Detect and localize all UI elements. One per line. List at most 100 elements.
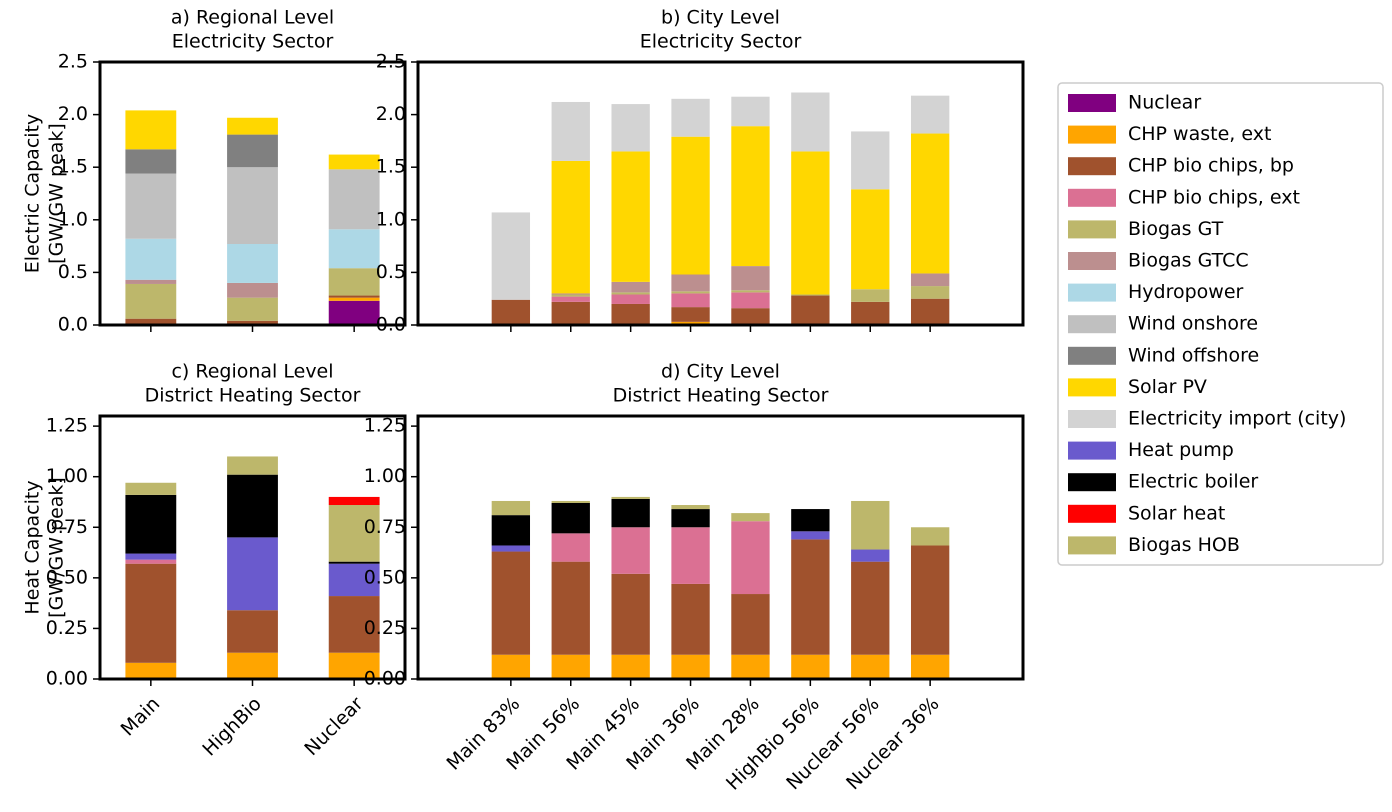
legend-swatch	[1068, 410, 1116, 428]
plot	[125, 110, 380, 325]
bar-segment	[125, 173, 177, 239]
bar-segment	[731, 521, 770, 595]
y-axis-label: Electric Capacity	[22, 114, 44, 273]
bar-segment	[491, 299, 531, 325]
bar-segment	[731, 266, 770, 291]
bar-segment	[910, 286, 950, 299]
bar-segment	[227, 320, 278, 324]
bar-segment	[328, 169, 380, 230]
bar-segment	[791, 151, 830, 295]
y-axis-label: Heat Capacity	[22, 480, 44, 614]
bar-segment	[328, 596, 380, 653]
legend-label: Electric boiler	[1128, 471, 1258, 493]
bar-segment	[328, 229, 380, 269]
y-tick-label: 1.00	[364, 465, 406, 487]
bar-segment	[328, 561, 380, 564]
legend-label: Nuclear	[1128, 92, 1201, 114]
bar-segment	[611, 654, 650, 679]
bar-segment	[671, 98, 710, 137]
bar-segment	[227, 282, 278, 298]
legend-swatch	[1068, 504, 1116, 523]
axes-frame	[98, 60, 407, 327]
chart-title: d) City Level	[661, 361, 780, 383]
legend-swatch	[1068, 536, 1116, 555]
bar-segment	[910, 654, 950, 679]
x-tick-label: HighBio	[198, 693, 266, 761]
bar-segment	[791, 654, 830, 679]
bar-segment	[791, 509, 830, 532]
bar-segment	[227, 134, 278, 168]
y-tick-label: 0.00	[364, 668, 406, 690]
bar-segment	[491, 212, 531, 300]
y-tick-label: 0.75	[364, 516, 406, 538]
bar-segment	[491, 515, 531, 546]
y-axis-label: [GW/GW peak]	[46, 477, 68, 618]
bar-segment	[328, 652, 380, 679]
chart-title: c) Regional Level	[171, 361, 333, 383]
legend-label: Biogas GTCC	[1128, 250, 1249, 272]
bar-segment	[328, 505, 380, 562]
bar-segment	[791, 539, 830, 655]
bar-segment	[671, 527, 710, 584]
bar-segment	[611, 303, 650, 324]
bar-segment	[328, 496, 380, 506]
bar-segment	[227, 474, 278, 538]
bar-segment	[611, 151, 650, 282]
bar-segment	[671, 321, 710, 325]
legend-swatch	[1068, 378, 1116, 397]
y-tick-label: 2.5	[58, 51, 88, 73]
bar-segment	[227, 456, 278, 475]
bar-segment	[851, 301, 890, 324]
legend-label: Electricity import (city)	[1128, 408, 1346, 430]
bar-segment	[125, 279, 177, 284]
axes-frame	[416, 60, 1025, 327]
bar-segment	[671, 136, 710, 275]
bar-segment	[671, 293, 710, 308]
bar-segment	[125, 553, 177, 560]
legend: Nuclear CHP waste, ext CHP bio chips, bp CH…	[1057, 82, 1384, 566]
bar-segment	[328, 295, 380, 298]
bar-segment	[611, 498, 650, 528]
bar-segment	[551, 561, 590, 655]
bar-segment	[227, 652, 278, 679]
chart-title: Electricity Sector	[172, 31, 334, 53]
bar-segment	[731, 308, 770, 324]
plot	[491, 92, 950, 325]
bar-segment	[328, 300, 380, 325]
bar-segment	[611, 294, 650, 304]
legend-label: Solar heat	[1128, 502, 1225, 524]
bar-segment	[611, 527, 650, 574]
y-tick-label: 0.5	[376, 261, 406, 283]
legend-swatch	[1068, 94, 1116, 112]
bar-segment	[125, 149, 177, 174]
bar-segment	[611, 496, 650, 499]
plot	[125, 456, 380, 679]
y-tick-label: 1.5	[58, 156, 88, 178]
legend-swatch	[1068, 283, 1116, 302]
bar-segment	[328, 563, 380, 597]
y-tick-label: 2.0	[58, 103, 88, 125]
bar-segment	[551, 301, 590, 324]
bar-segment	[731, 290, 770, 293]
bar-segment	[227, 297, 278, 321]
y-tick-label: 2.5	[376, 51, 406, 73]
bar-segment	[125, 283, 177, 319]
bar-segment	[671, 583, 710, 655]
y-tick-label: 0.0	[58, 314, 88, 336]
bar-segment	[851, 189, 890, 290]
bar-segment	[611, 104, 650, 152]
bar-segment	[328, 268, 380, 296]
legend-swatch	[1068, 441, 1116, 460]
legend-label: CHP bio chips, bp	[1128, 155, 1294, 177]
bar-segment	[227, 610, 278, 653]
bar-segment	[611, 281, 650, 293]
legend-swatch	[1068, 346, 1116, 365]
bar-segment	[671, 274, 710, 292]
bar-segment	[731, 126, 770, 267]
bar-segment	[328, 297, 380, 301]
bar-segment	[851, 131, 890, 190]
bar-segment	[551, 293, 590, 295]
legend-swatch	[1068, 315, 1116, 334]
bar-segment	[551, 533, 590, 562]
bar-segment	[671, 654, 710, 679]
